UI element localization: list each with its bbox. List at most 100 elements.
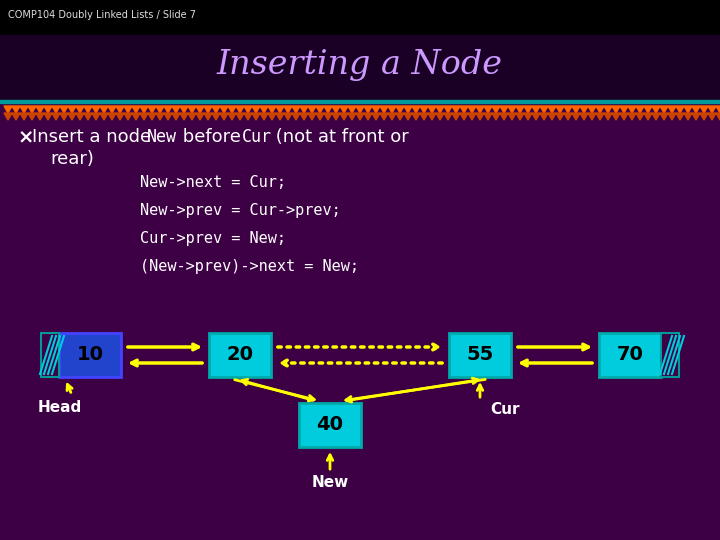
Text: Cur: Cur [242, 128, 272, 146]
Polygon shape [204, 113, 212, 120]
Polygon shape [196, 113, 204, 120]
Polygon shape [212, 106, 220, 113]
Polygon shape [628, 106, 636, 113]
Polygon shape [444, 106, 452, 113]
Polygon shape [36, 106, 44, 113]
Polygon shape [596, 113, 604, 120]
Polygon shape [580, 106, 588, 113]
Polygon shape [76, 106, 84, 113]
Polygon shape [12, 113, 20, 120]
Text: 55: 55 [467, 346, 494, 365]
Polygon shape [300, 113, 308, 120]
Polygon shape [452, 113, 460, 120]
Polygon shape [124, 113, 132, 120]
Polygon shape [700, 106, 708, 113]
Polygon shape [4, 113, 12, 120]
Polygon shape [692, 106, 700, 113]
Polygon shape [284, 113, 292, 120]
Polygon shape [372, 113, 380, 120]
Polygon shape [316, 113, 324, 120]
Polygon shape [700, 113, 708, 120]
Polygon shape [44, 106, 52, 113]
Polygon shape [612, 106, 620, 113]
Polygon shape [324, 113, 332, 120]
FancyBboxPatch shape [599, 333, 661, 377]
Polygon shape [556, 113, 564, 120]
Polygon shape [76, 113, 84, 120]
Polygon shape [708, 113, 716, 120]
Polygon shape [292, 106, 300, 113]
Polygon shape [476, 113, 484, 120]
Polygon shape [620, 106, 628, 113]
Polygon shape [388, 113, 396, 120]
Polygon shape [460, 113, 468, 120]
Polygon shape [420, 113, 428, 120]
Polygon shape [588, 113, 596, 120]
FancyBboxPatch shape [299, 403, 361, 447]
Polygon shape [540, 113, 548, 120]
Polygon shape [636, 106, 644, 113]
Text: before: before [177, 128, 247, 146]
Polygon shape [172, 113, 180, 120]
Polygon shape [452, 106, 460, 113]
Polygon shape [276, 113, 284, 120]
Polygon shape [564, 113, 572, 120]
Polygon shape [404, 106, 412, 113]
Polygon shape [332, 113, 340, 120]
Polygon shape [492, 106, 500, 113]
Text: (not at front or: (not at front or [270, 128, 409, 146]
Polygon shape [644, 106, 652, 113]
Polygon shape [516, 113, 524, 120]
Polygon shape [356, 106, 364, 113]
Polygon shape [364, 113, 372, 120]
Polygon shape [156, 113, 164, 120]
Polygon shape [60, 106, 68, 113]
Polygon shape [300, 106, 308, 113]
Polygon shape [84, 113, 92, 120]
Polygon shape [508, 106, 516, 113]
Polygon shape [252, 106, 260, 113]
Text: Head: Head [38, 400, 82, 415]
Polygon shape [228, 113, 236, 120]
Polygon shape [44, 113, 52, 120]
Polygon shape [716, 106, 720, 113]
Polygon shape [420, 106, 428, 113]
Polygon shape [380, 113, 388, 120]
Polygon shape [508, 113, 516, 120]
Polygon shape [188, 113, 196, 120]
Polygon shape [84, 106, 92, 113]
Polygon shape [164, 106, 172, 113]
Polygon shape [572, 113, 580, 120]
Polygon shape [180, 106, 188, 113]
Polygon shape [436, 106, 444, 113]
Text: Cur: Cur [490, 402, 520, 417]
Polygon shape [276, 106, 284, 113]
Polygon shape [468, 113, 476, 120]
Polygon shape [652, 106, 660, 113]
Polygon shape [132, 113, 140, 120]
Polygon shape [532, 113, 540, 120]
Polygon shape [252, 113, 260, 120]
Polygon shape [340, 106, 348, 113]
Polygon shape [196, 106, 204, 113]
Polygon shape [100, 106, 108, 113]
Polygon shape [460, 106, 468, 113]
Polygon shape [564, 106, 572, 113]
Text: (New->prev)->next = New;: (New->prev)->next = New; [140, 259, 359, 274]
Polygon shape [140, 106, 148, 113]
Polygon shape [260, 113, 268, 120]
Polygon shape [244, 106, 252, 113]
Polygon shape [500, 113, 508, 120]
Polygon shape [436, 113, 444, 120]
Text: 10: 10 [76, 346, 104, 365]
Polygon shape [348, 113, 356, 120]
Polygon shape [556, 106, 564, 113]
Polygon shape [220, 106, 228, 113]
Polygon shape [412, 106, 420, 113]
Bar [0, 0, 720, 35]
Polygon shape [372, 106, 380, 113]
Bar [0, 35, 720, 100]
Text: rear): rear) [50, 150, 94, 168]
Polygon shape [524, 106, 532, 113]
Polygon shape [428, 106, 436, 113]
